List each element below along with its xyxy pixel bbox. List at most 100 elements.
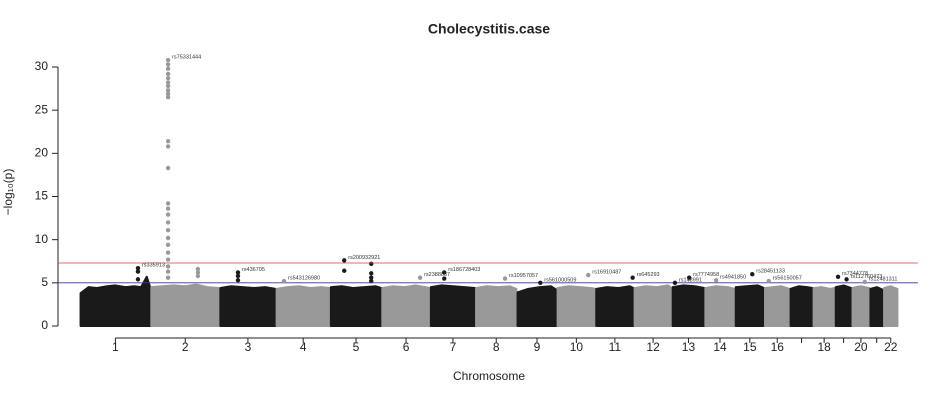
chromosome-points [219, 285, 277, 327]
chromosome-points [516, 285, 558, 327]
snp-label: rs56150057 [773, 276, 802, 282]
snp-point [442, 276, 447, 281]
snp-label: rs436705 [242, 267, 265, 273]
x-tick-label: 16 [771, 340, 785, 354]
x-tick-label: 6 [403, 340, 410, 354]
snp-point [165, 71, 171, 77]
chromosome-points [475, 285, 518, 327]
snp-point [135, 277, 141, 282]
x-tick-label: 11 [609, 340, 622, 354]
chromosome-points [704, 285, 736, 327]
snp-label: rs200932921 [348, 255, 380, 261]
x-tick-label: 7 [450, 340, 457, 354]
snp-point [165, 80, 171, 85]
snp-point [369, 278, 374, 284]
snp-point [165, 220, 171, 225]
chromosome-points [869, 286, 884, 327]
snp-label: rs4941850 [720, 275, 746, 281]
y-tick-label: 5 [41, 275, 48, 289]
annotated-snp [844, 277, 849, 282]
y-tick-label: 15 [35, 189, 49, 203]
chart-title: Cholecystitis.case [428, 21, 550, 37]
annotated-snp [672, 280, 678, 286]
y-tick-label: 20 [35, 146, 49, 160]
snp-label: rs645293 [637, 272, 660, 278]
chromosome-points [789, 285, 814, 327]
snp-label: rs7344778 [842, 271, 868, 277]
annotated-snp [417, 275, 423, 280]
snp-point [165, 165, 171, 171]
snp-point [165, 227, 171, 233]
annotated-snp [342, 258, 347, 263]
chromosome-points [381, 284, 431, 327]
annotated-snp [442, 270, 447, 275]
snp-point [165, 62, 171, 67]
x-tick-label: 8 [493, 340, 500, 354]
x-tick-label: 9 [534, 340, 541, 354]
snp-point [235, 273, 241, 279]
x-tick-label: 2 [182, 340, 189, 354]
annotated-snp [766, 278, 771, 284]
annotated-snp [835, 274, 841, 279]
x-tick-label: 18 [817, 340, 831, 354]
annotated-snp [135, 265, 141, 271]
snp-point [135, 269, 141, 274]
snp-point [165, 66, 171, 71]
chromosome-points [812, 286, 836, 327]
snp-point [235, 278, 241, 283]
plot-area: 051015202530rs75331444rs335913rs436705rs… [35, 55, 918, 354]
snp-label: rs12481311 [869, 276, 898, 282]
snp-point [165, 250, 171, 255]
snp-point [165, 269, 171, 274]
chromosome-points [595, 285, 635, 327]
chromosome-points [429, 284, 476, 327]
snp-point [165, 201, 171, 206]
chromosome-points [150, 283, 220, 327]
y-tick-label: 25 [35, 102, 49, 116]
snp-point [165, 144, 171, 149]
snp-label: rs16910487 [592, 270, 621, 276]
x-tick-label: 22 [884, 340, 898, 354]
snp-label: rs7774958 [693, 272, 719, 278]
annotated-snp [538, 280, 543, 286]
snp-label: rs112760473 [851, 274, 883, 280]
snp-point [369, 275, 374, 280]
snp-label: rs543126980 [288, 276, 320, 282]
annotated-snp [686, 275, 692, 280]
snp-point [165, 206, 171, 211]
y-axis-title: −log₁₀(p) [1, 169, 15, 216]
chromosome-points [556, 285, 597, 327]
snp-label: rs10957057 [509, 273, 538, 279]
chromosome-points [851, 285, 871, 327]
snp-label: rs2388857 [424, 272, 450, 278]
snp-point [369, 271, 374, 276]
x-tick-label: 20 [854, 340, 868, 354]
snp-point [195, 273, 201, 279]
snp-label: rs75331444 [172, 55, 201, 61]
annotated-snp [586, 272, 591, 278]
snp-point [195, 270, 201, 275]
x-tick-label: 13 [682, 340, 696, 354]
x-tick-label: 1 [112, 340, 119, 354]
x-tick-label: 5 [353, 340, 360, 354]
chromosome-points [79, 275, 152, 327]
snp-point [165, 264, 171, 269]
x-tick-label: 15 [743, 340, 757, 354]
snp-label: rs335913 [142, 263, 165, 269]
annotated-snp [630, 275, 635, 280]
snp-point [165, 76, 171, 81]
chromosome-points [329, 285, 383, 327]
snp-point [369, 261, 374, 267]
annotated-snp [235, 270, 241, 275]
x-tick-label: 14 [713, 340, 727, 354]
y-tick-label: 10 [35, 232, 49, 246]
x-axis-title: Chromosome [453, 369, 525, 383]
x-tick-label: 4 [300, 340, 307, 354]
y-tick-label: 0 [41, 318, 48, 332]
chromosome-points [764, 285, 791, 327]
snp-label: rs186728403 [448, 267, 480, 273]
snp-point [165, 257, 171, 262]
snp-label: rs561000509 [544, 277, 576, 283]
x-tick-label: 10 [570, 340, 584, 354]
